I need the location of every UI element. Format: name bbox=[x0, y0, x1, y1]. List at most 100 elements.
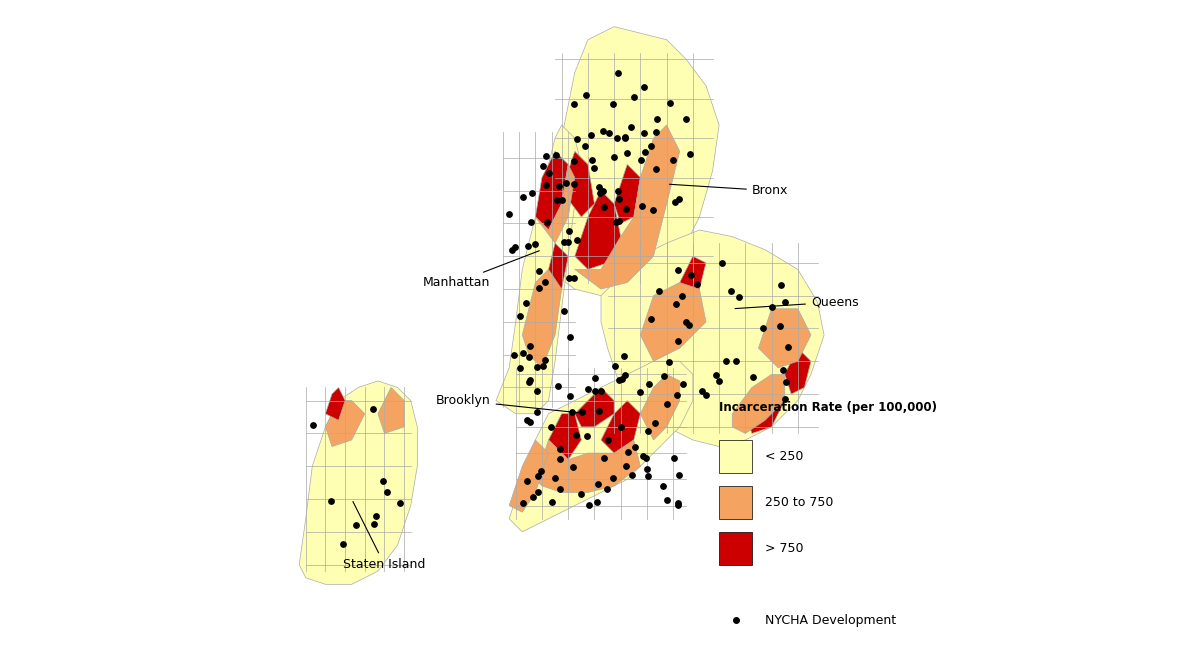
Polygon shape bbox=[745, 387, 785, 433]
Point bbox=[582, 155, 601, 165]
Polygon shape bbox=[548, 414, 582, 460]
Text: NYCHA Development: NYCHA Development bbox=[764, 614, 897, 627]
Point bbox=[560, 226, 579, 237]
Point bbox=[657, 398, 677, 409]
Point bbox=[609, 375, 629, 385]
Point bbox=[520, 375, 540, 385]
Point bbox=[688, 279, 707, 289]
Polygon shape bbox=[522, 269, 561, 368]
Point bbox=[707, 370, 726, 381]
Polygon shape bbox=[575, 125, 680, 289]
Point bbox=[530, 265, 549, 276]
Point bbox=[506, 242, 525, 253]
Point bbox=[529, 283, 548, 293]
Point bbox=[624, 92, 643, 103]
Point bbox=[762, 302, 781, 312]
Point bbox=[637, 464, 656, 474]
Point bbox=[554, 237, 573, 248]
Point bbox=[377, 486, 397, 497]
Text: Staten Island: Staten Island bbox=[344, 502, 426, 571]
Point bbox=[579, 499, 599, 510]
Point bbox=[613, 373, 632, 384]
Point bbox=[559, 237, 578, 248]
Point bbox=[631, 155, 650, 166]
Point bbox=[391, 498, 410, 509]
Point bbox=[641, 314, 660, 324]
Point bbox=[642, 141, 661, 151]
Point bbox=[551, 444, 570, 454]
Point bbox=[591, 386, 611, 397]
Point bbox=[608, 68, 627, 79]
Point bbox=[676, 114, 695, 125]
Point bbox=[713, 257, 732, 268]
Point bbox=[567, 234, 587, 245]
Point bbox=[551, 454, 570, 464]
Point bbox=[637, 452, 656, 463]
Point bbox=[617, 204, 636, 215]
Point bbox=[585, 163, 605, 174]
Point bbox=[673, 379, 692, 389]
Point bbox=[547, 195, 566, 206]
Point bbox=[549, 181, 569, 192]
Point bbox=[564, 179, 583, 190]
Polygon shape bbox=[377, 387, 404, 433]
Polygon shape bbox=[601, 401, 641, 453]
Polygon shape bbox=[548, 243, 569, 289]
Point bbox=[609, 216, 629, 226]
Text: Incarceration Rate (per 100,000): Incarceration Rate (per 100,000) bbox=[719, 401, 938, 414]
Point bbox=[303, 419, 322, 430]
Point bbox=[666, 196, 685, 207]
Point bbox=[638, 470, 657, 481]
Point bbox=[608, 186, 627, 196]
Point bbox=[672, 291, 691, 302]
Point bbox=[346, 519, 365, 530]
Text: > 750: > 750 bbox=[764, 542, 803, 555]
Point bbox=[709, 376, 728, 387]
Point bbox=[590, 188, 609, 198]
Point bbox=[614, 351, 633, 362]
Point bbox=[680, 149, 700, 159]
Point bbox=[520, 341, 540, 352]
Point bbox=[597, 484, 617, 494]
Point bbox=[716, 356, 736, 366]
Point bbox=[523, 491, 542, 502]
Polygon shape bbox=[641, 283, 706, 361]
Point bbox=[548, 381, 567, 391]
Polygon shape bbox=[326, 387, 345, 420]
Point bbox=[513, 498, 532, 509]
Polygon shape bbox=[680, 256, 706, 295]
Text: < 250: < 250 bbox=[764, 450, 803, 463]
Point bbox=[565, 272, 584, 283]
Point bbox=[609, 194, 629, 204]
Polygon shape bbox=[496, 125, 582, 414]
Point bbox=[595, 201, 614, 212]
Point bbox=[668, 335, 688, 346]
Point bbox=[692, 385, 712, 396]
Point bbox=[774, 364, 793, 375]
Polygon shape bbox=[510, 361, 692, 532]
Point bbox=[612, 422, 631, 433]
Point bbox=[599, 434, 618, 445]
Point bbox=[564, 155, 583, 166]
Point bbox=[513, 348, 532, 358]
Point bbox=[365, 510, 385, 521]
Point bbox=[536, 354, 555, 365]
Point bbox=[517, 298, 536, 309]
Point bbox=[523, 188, 542, 198]
Polygon shape bbox=[732, 375, 785, 433]
Point bbox=[615, 370, 635, 381]
Point bbox=[321, 496, 340, 507]
Polygon shape bbox=[535, 440, 641, 492]
Point bbox=[649, 286, 668, 297]
Point bbox=[667, 389, 686, 400]
Point bbox=[535, 276, 554, 287]
Point bbox=[534, 161, 553, 172]
Point bbox=[618, 446, 637, 457]
Point bbox=[668, 498, 688, 509]
Polygon shape bbox=[601, 230, 825, 446]
Point bbox=[585, 373, 605, 383]
Point bbox=[594, 453, 613, 464]
Point bbox=[513, 192, 532, 202]
Point bbox=[534, 361, 553, 372]
Point bbox=[557, 178, 576, 188]
